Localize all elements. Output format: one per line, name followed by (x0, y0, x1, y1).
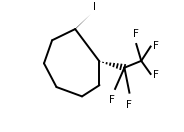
Text: F: F (126, 100, 132, 110)
Text: F: F (153, 70, 159, 80)
Text: I: I (93, 2, 96, 12)
Text: F: F (133, 29, 139, 39)
Text: F: F (109, 95, 115, 105)
Polygon shape (75, 14, 91, 29)
Text: F: F (153, 41, 159, 51)
